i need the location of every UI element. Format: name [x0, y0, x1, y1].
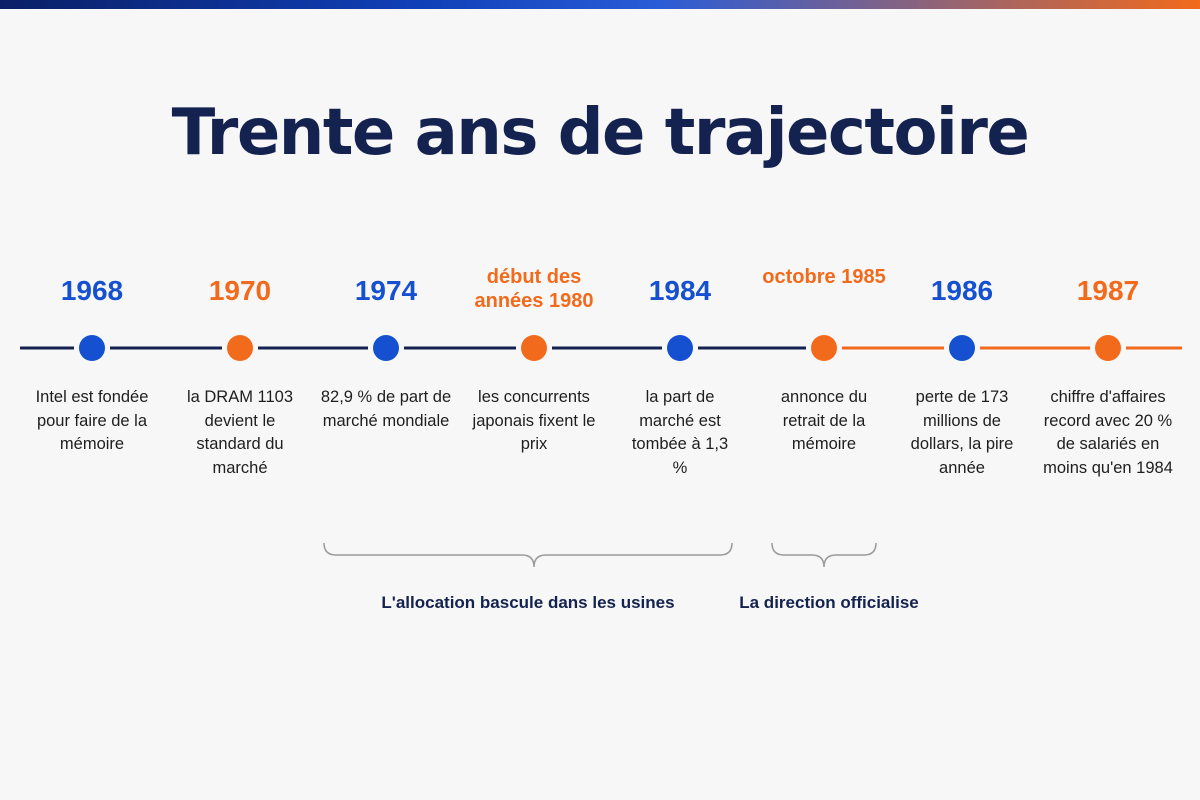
top-gradient-bar: [0, 0, 1200, 9]
phase-brace-direction: [771, 542, 877, 568]
event-label-1974: 1974: [354, 275, 418, 306]
event-description-1968: Intel est fondée pour faire de la mémoir…: [35, 388, 149, 453]
event-description-1986: perte de 173 millions de dollars, la pir…: [910, 388, 1014, 477]
page-title: Trente ans de trajectoire: [171, 96, 1030, 170]
event-description-octobre-1985: annonce du retrait de la mémoire: [780, 388, 868, 453]
event-label-1986: 1986: [930, 275, 994, 306]
event-description-debut-1980: les concurrents japonais fixent le prix: [472, 388, 596, 453]
event-node-1985: [811, 335, 837, 361]
event-label-1987: 1987: [1076, 275, 1140, 306]
event-node-1984: [667, 335, 693, 361]
event-node-1968: [79, 335, 105, 361]
event-node-1987: [1095, 335, 1121, 361]
event-node-1974: [373, 335, 399, 361]
phase-brace-allocation: [323, 542, 733, 568]
event-label-octobre-1985: octobre 1985: [762, 266, 886, 288]
event-label-1984: 1984: [648, 275, 712, 306]
event-node-1980s: [521, 335, 547, 361]
event-node-1970: [227, 335, 253, 361]
event-description-1984: la part de marché est tombée à 1,3 %: [631, 388, 729, 477]
event-label-1968: 1968: [60, 275, 124, 306]
event-label-debut-1980: début des années 1980: [474, 266, 594, 312]
event-node-1986: [949, 335, 975, 361]
event-description-1987: chiffre d'affaires record avec 20 % de s…: [1043, 388, 1173, 477]
event-description-1970: la DRAM 1103 devient le standard du marc…: [186, 388, 294, 477]
event-description-1974: 82,9 % de part de marché mondiale: [320, 388, 452, 430]
phase-label-direction: La direction officialise: [739, 593, 919, 612]
event-label-1970: 1970: [208, 275, 272, 306]
phase-label-allocation: L'allocation bascule dans les usines: [381, 593, 675, 612]
